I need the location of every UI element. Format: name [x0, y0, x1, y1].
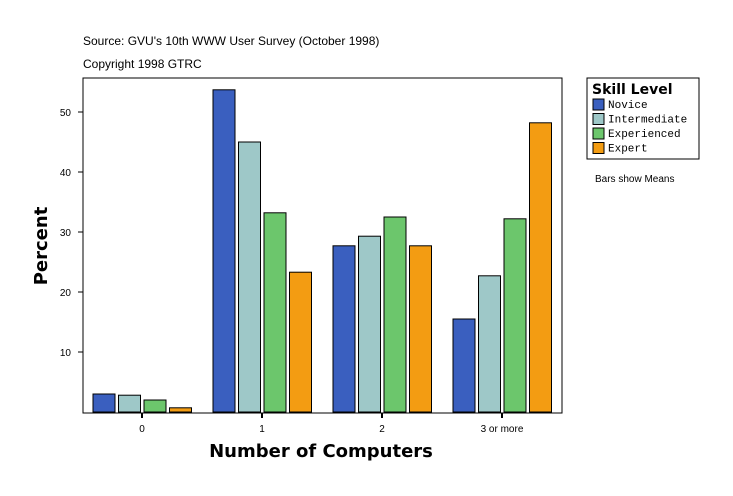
y-tick-label: 30	[60, 228, 72, 239]
x-tick-label: 2	[379, 424, 385, 435]
y-tick-label: 40	[60, 168, 72, 179]
y-tick-label: 20	[60, 288, 72, 299]
bar-expert-0	[169, 407, 192, 413]
bar-expert-2	[409, 245, 432, 413]
bar-experienced-2	[383, 216, 407, 413]
bar-experienced-1	[263, 212, 287, 413]
bar-novice-1	[212, 89, 236, 413]
bar-intermediate-2	[358, 235, 381, 413]
bar-intermediate-3	[478, 275, 501, 413]
legend-swatch-novice	[592, 98, 605, 111]
x-tick-label: 1	[259, 424, 265, 435]
bar-intermediate-0	[118, 394, 141, 413]
chart-note: Bars show Means	[595, 174, 674, 185]
chart-subtitle: Copyright 1998 GTRC	[83, 57, 202, 71]
bar-novice-3	[452, 318, 476, 413]
bar-novice-2	[332, 245, 356, 413]
y-axis-title: Percent	[31, 206, 52, 285]
legend-label-expert: Expert	[608, 144, 648, 156]
legend-label-intermediate: Intermediate	[608, 115, 687, 127]
bar-novice-0	[92, 393, 116, 413]
x-axis-title: Number of Computers	[209, 441, 433, 462]
x-tick-label: 3 or more	[481, 424, 524, 435]
legend-title: Skill Level	[592, 82, 673, 98]
bar-experienced-0	[143, 399, 167, 413]
bar-expert-3	[529, 122, 552, 413]
legend-box	[586, 77, 700, 160]
legend: Skill Level Novice Intermediate Experience…	[586, 77, 700, 160]
y-tick-label: 50	[60, 108, 72, 119]
legend-swatch-experienced	[592, 127, 605, 140]
bar-intermediate-1	[238, 141, 261, 413]
y-tick-label: 10	[60, 348, 72, 359]
x-tick-label: 0	[139, 424, 145, 435]
legend-swatch-expert	[592, 142, 605, 154]
bar-experienced-3	[503, 218, 527, 413]
legend-label-experienced: Experienced	[608, 129, 681, 141]
bar-expert-1	[289, 271, 312, 413]
legend-swatch-intermediate	[592, 113, 605, 125]
legend-label-novice: Novice	[608, 100, 648, 112]
chart-title: Source: GVU's 10th WWW User Survey (Octo…	[83, 34, 379, 48]
